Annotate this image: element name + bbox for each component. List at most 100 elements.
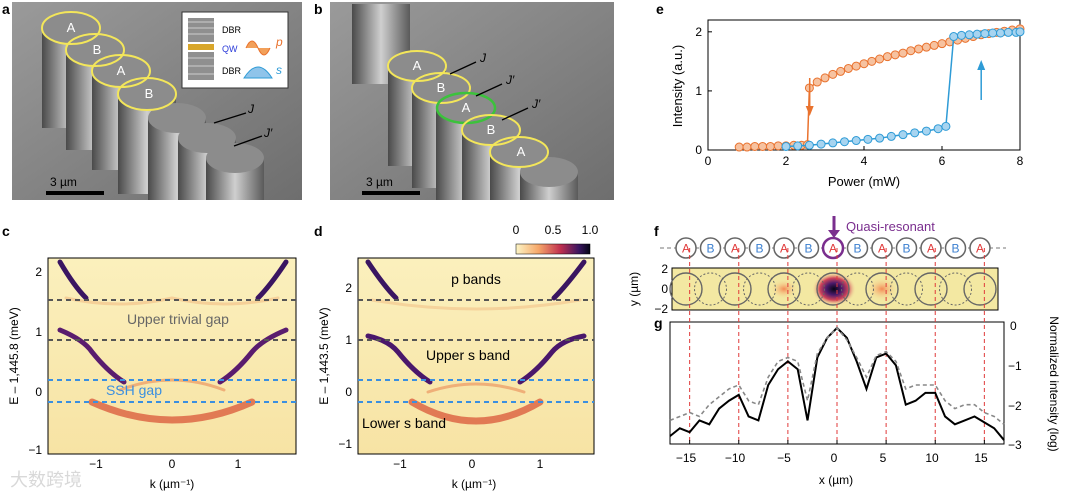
xtick-d: −1 — [393, 457, 407, 471]
chain-site-label: A — [878, 242, 886, 256]
mode-site-b — [939, 272, 972, 306]
xtick-d: 1 — [537, 457, 544, 471]
data-point — [793, 141, 803, 151]
data-point — [781, 141, 791, 151]
xtick-e-label: 0 — [705, 154, 712, 168]
data-point — [996, 28, 1005, 38]
inset-qw: QW — [222, 44, 238, 54]
xtick-d: 0 — [469, 457, 476, 471]
data-point — [828, 69, 838, 79]
series-line-decreasing — [739, 28, 1021, 148]
chain-site-a — [969, 237, 991, 259]
mode-site-a — [669, 272, 703, 306]
data-point — [914, 44, 924, 54]
ytick-d: 0 — [345, 385, 352, 399]
ytick-f: −2 — [654, 302, 668, 316]
ytick-e-label: 2 — [695, 25, 702, 39]
inset-p-label: p — [275, 35, 283, 49]
chain-site-b — [699, 237, 722, 259]
chain-site-label: B — [951, 242, 959, 256]
data-point — [964, 30, 974, 40]
mode-site-b — [694, 272, 727, 306]
colorbar-tick: 0 — [513, 223, 520, 237]
data-point — [851, 61, 861, 71]
data-point — [1003, 27, 1013, 37]
junction-arrow — [233, 135, 263, 147]
mode-site-b — [792, 272, 825, 306]
mode-site-a — [816, 272, 850, 306]
colorbar-tick: 0.5 — [545, 223, 562, 237]
data-point — [890, 50, 900, 60]
data-point — [875, 133, 885, 143]
panel-letter-a: a — [2, 1, 10, 17]
dbr-inset: DBR QW DBR p s — [181, 11, 289, 89]
ytick-c: 0 — [35, 385, 42, 399]
chart-e-xlabel: Power (mW) — [828, 174, 900, 189]
xlabel-c: k (µm⁻¹) — [150, 477, 195, 491]
chain-site-label: B — [853, 242, 861, 256]
chain-site-a — [773, 237, 795, 259]
data-point — [750, 141, 760, 151]
mode-site-a — [914, 272, 948, 306]
data-point — [1015, 27, 1025, 37]
ytick-c: 2 — [35, 265, 42, 279]
chain-site-a — [871, 237, 893, 259]
scale-bar-label-a: 3 µm — [50, 175, 77, 189]
data-point — [840, 137, 849, 147]
data-point — [949, 32, 959, 42]
site-label: A — [462, 100, 471, 115]
mode-side-lobe — [770, 279, 798, 299]
data-point — [867, 56, 877, 66]
data-point — [886, 131, 896, 141]
junction-label-jprime: J′ — [505, 73, 515, 87]
mode-site-b — [890, 272, 923, 306]
chain-site-b — [895, 237, 918, 259]
ytick-g: 0 — [1010, 319, 1017, 333]
ssh-gap-label: SSH gap — [106, 382, 162, 398]
data-point — [933, 124, 943, 134]
chain-site-label: A — [780, 242, 788, 256]
xtick-e-label: 2 — [783, 154, 790, 168]
xtick-c: −1 — [89, 457, 103, 471]
chart-e-ylabel: Intensity (a.u.) — [670, 45, 685, 127]
ytick-e-label: 1 — [695, 84, 702, 98]
panel-letter-b: b — [314, 1, 323, 17]
ytick-d: 2 — [345, 281, 352, 295]
data-point — [820, 73, 830, 83]
data-point — [812, 77, 822, 87]
site-rings-a — [41, 11, 177, 111]
ytick-g: −2 — [1008, 399, 1022, 413]
data-point — [921, 126, 931, 136]
junction-arrow — [449, 61, 477, 75]
ylabel-g: Normalized intensity (log) — [1047, 316, 1061, 451]
data-point — [773, 141, 783, 151]
upper-trivial-gap-label: Upper trivial gap — [127, 311, 229, 327]
data-point — [875, 54, 885, 64]
quasi-resonant-label: Quasi-resonant — [846, 219, 935, 234]
chain-site-label: B — [804, 242, 812, 256]
junction-arrow — [501, 107, 529, 121]
ytick-c: 1 — [35, 325, 42, 339]
panel-f: f A B A B A B A B A B A B A Quasi-resonant 2 0 −2 y … — [627, 216, 1006, 316]
data-point — [910, 128, 920, 138]
data-point — [941, 121, 951, 131]
panel-g: g −15 −10 −5 0 5 10 15 x (µm) 0 −1 −2 −3… — [654, 248, 1061, 487]
xtick-g: −15 — [676, 451, 697, 465]
colorbar — [515, 243, 591, 255]
data-point — [734, 142, 744, 152]
chain-site-label: A — [682, 242, 690, 256]
mode-side-lobe — [866, 277, 898, 301]
lower-s-band-label: Lower s band — [362, 415, 446, 431]
mode-site-a — [865, 272, 899, 306]
panel-letter-e: e — [656, 1, 664, 17]
chain-site-b — [797, 237, 820, 259]
data-point — [851, 136, 861, 146]
mode-site-a — [718, 272, 752, 306]
chain-site-label: B — [902, 242, 910, 256]
ytick-g: −3 — [1008, 438, 1022, 452]
xtick-g: −10 — [725, 451, 746, 465]
panel-d: d 0 0.5 1.0 p bands Upper s band Lower s… — [314, 223, 599, 491]
junction-label-j: J — [479, 51, 487, 65]
bands-c — [57, 259, 289, 424]
pump-arrow-head — [828, 230, 840, 238]
